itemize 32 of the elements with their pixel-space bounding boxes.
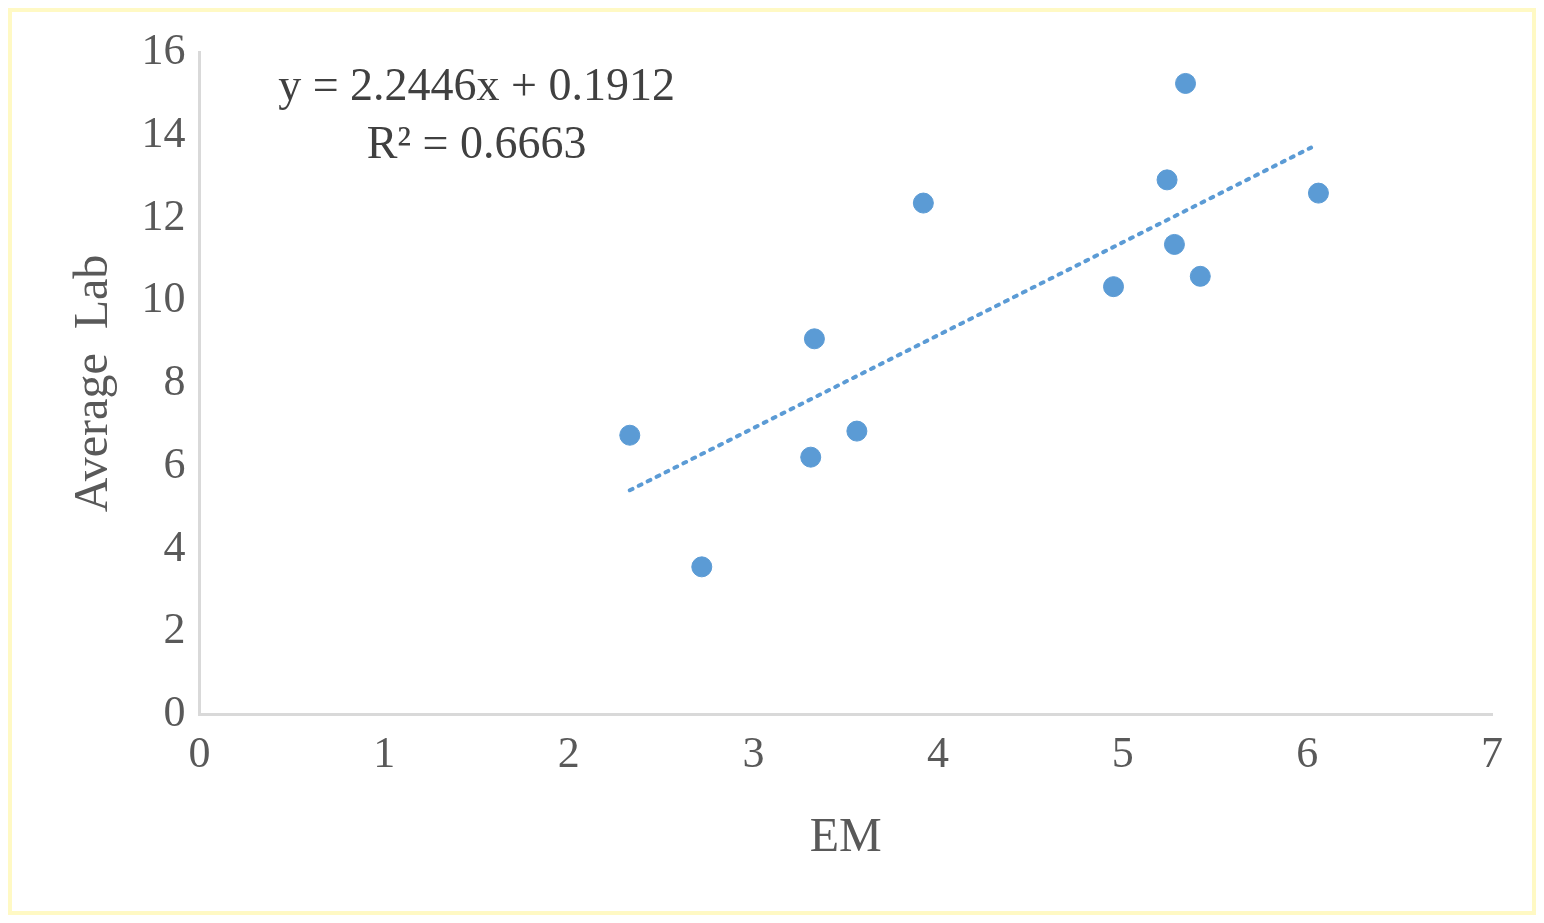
point <box>691 556 713 578</box>
x-axis-title: EM <box>809 807 882 861</box>
point <box>1175 72 1197 94</box>
x-tick-label: 5 <box>1111 727 1134 777</box>
point <box>846 420 868 442</box>
y-tick-label: 8 <box>163 356 186 406</box>
point <box>1156 169 1178 191</box>
x-tick-label: 4 <box>927 727 950 777</box>
point <box>1307 182 1329 204</box>
y-tick-label: 2 <box>163 604 186 654</box>
x-tick-label: 7 <box>1481 727 1503 777</box>
x-tick-label: 6 <box>1296 727 1319 777</box>
y-tick-label: 10 <box>141 273 186 323</box>
point <box>1163 233 1185 255</box>
point <box>1103 276 1125 298</box>
x-tick-label: 1 <box>373 727 396 777</box>
annotation: y = 2.2446x + 0.1912 <box>278 59 676 111</box>
y-axis-title: Average Lab <box>64 254 118 513</box>
x-tick-label: 3 <box>742 727 765 777</box>
point <box>803 328 825 350</box>
point <box>1189 265 1211 287</box>
annotation: R² = 0.6663 <box>366 117 587 169</box>
y-tick-label: 14 <box>141 107 186 157</box>
x-tick-label: 2 <box>557 727 580 777</box>
y-tick-label: 4 <box>163 521 186 571</box>
y-tick-label: 12 <box>141 190 186 240</box>
y-tick-label: 6 <box>163 438 186 488</box>
point <box>800 446 822 468</box>
y-tick-label: 0 <box>163 687 186 737</box>
point <box>912 192 934 214</box>
point <box>619 424 641 446</box>
y-tick-label: 16 <box>141 24 186 74</box>
